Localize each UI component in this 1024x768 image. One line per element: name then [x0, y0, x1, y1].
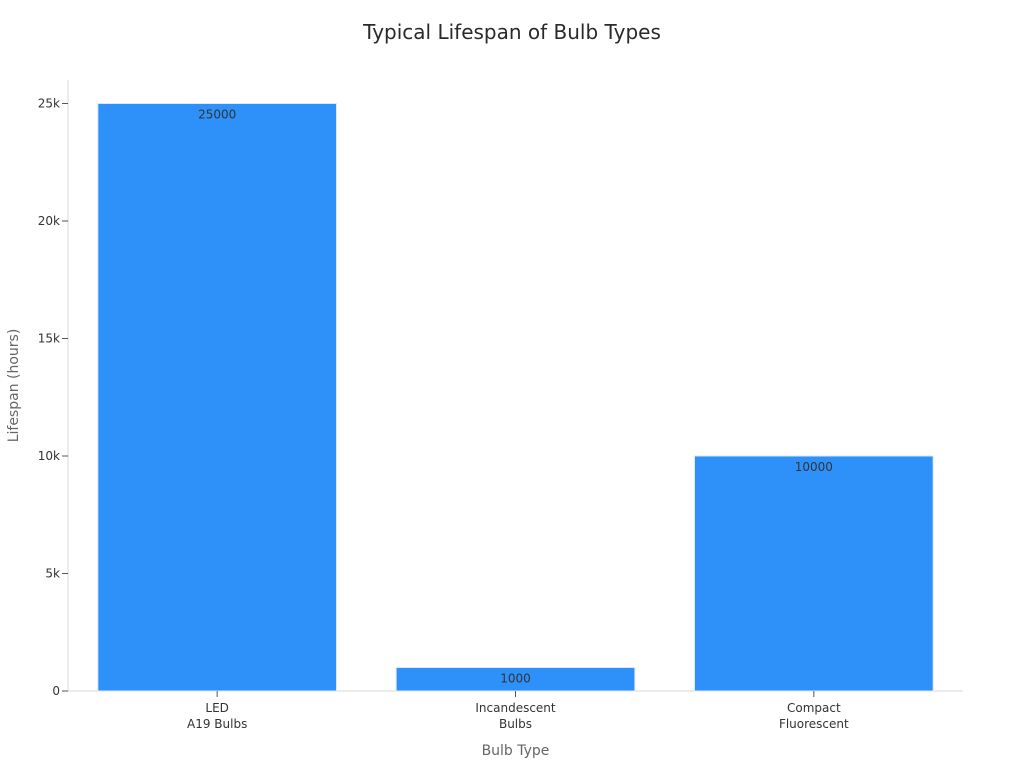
- bars: [97, 103, 934, 692]
- data-labels: 25000 1000 10000: [198, 108, 833, 686]
- x-axis-ticks: LED A19 Bulbs Incandescent Bulbs Compact Fluo…: [187, 691, 849, 731]
- bar: [97, 103, 338, 692]
- x-tick-label: Incandescent Bulbs: [475, 701, 556, 731]
- bar-data-label: 25000: [198, 108, 236, 122]
- y-tick-label: 25k: [38, 97, 60, 111]
- y-tick-label: 0: [52, 684, 60, 698]
- x-axis-title: Bulb Type: [482, 743, 550, 759]
- chart-title: Typical Lifespan of Bulb Types: [363, 20, 661, 44]
- bar: [694, 455, 934, 692]
- bar-data-label: 10000: [795, 460, 833, 474]
- y-axis-ticks: 0 5k 10k 15k 20k 25k: [38, 97, 68, 698]
- y-tick-label: 20k: [38, 214, 60, 228]
- y-tick-label: 15k: [38, 332, 60, 346]
- x-tick-label: LED A19 Bulbs: [187, 701, 247, 731]
- y-tick-label: 5k: [45, 567, 60, 581]
- x-tick-label: Compact Fluorescent: [779, 701, 849, 731]
- y-axis-title: Lifespan (hours): [6, 329, 22, 443]
- y-tick-label: 10k: [38, 449, 60, 463]
- bar-data-label: 1000: [500, 672, 531, 686]
